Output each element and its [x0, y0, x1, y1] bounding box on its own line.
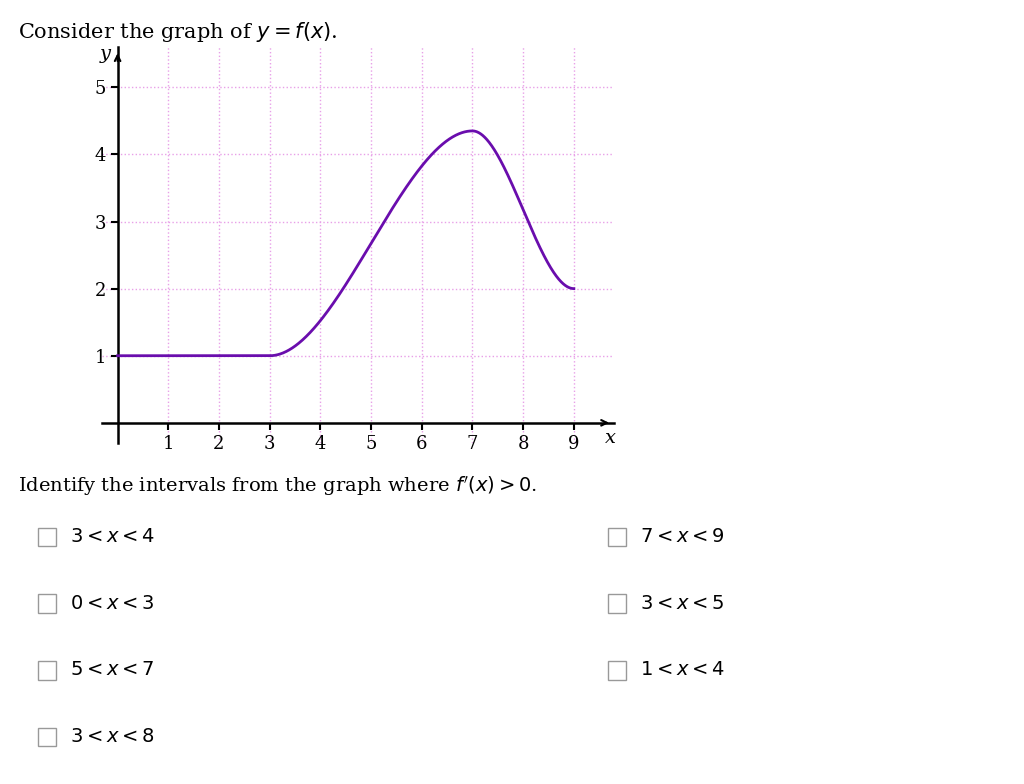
Text: $7 < x < 9$: $7 < x < 9$: [640, 528, 725, 546]
Text: x: x: [605, 429, 615, 447]
Text: y: y: [99, 45, 111, 63]
Text: $5 < x < 7$: $5 < x < 7$: [70, 662, 155, 679]
Text: $1 < x < 4$: $1 < x < 4$: [640, 662, 725, 679]
Text: Identify the intervals from the graph where $f'(x) > 0$.: Identify the intervals from the graph wh…: [18, 474, 538, 499]
Text: Consider the graph of $y = f(x)$.: Consider the graph of $y = f(x)$.: [18, 20, 338, 44]
Text: $3 < x < 8$: $3 < x < 8$: [70, 728, 155, 746]
Text: $3 < x < 4$: $3 < x < 4$: [70, 528, 155, 546]
Text: $0 < x < 3$: $0 < x < 3$: [70, 595, 155, 612]
Text: $3 < x < 5$: $3 < x < 5$: [640, 595, 725, 612]
